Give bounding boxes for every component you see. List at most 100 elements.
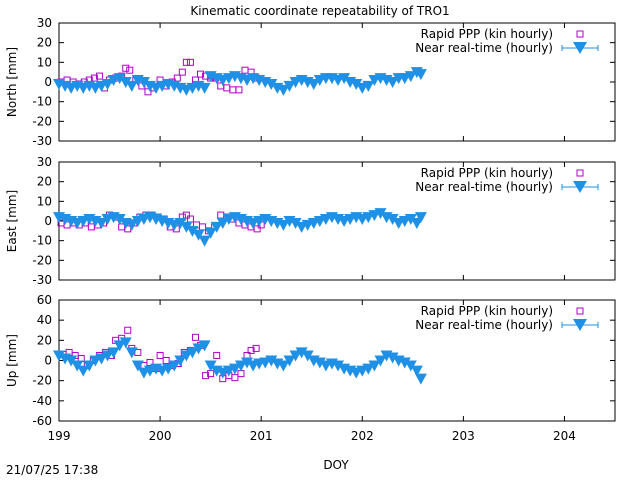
legend-label-nrt: Near real-time (hourly)	[415, 180, 553, 194]
nrt-point	[119, 337, 132, 349]
y-tick-label: 10	[37, 194, 52, 208]
nrt-point	[386, 214, 399, 226]
nrt-point	[289, 217, 302, 229]
nrt-point	[107, 347, 120, 359]
x-tick-label: 203	[452, 429, 475, 443]
rapid-point	[213, 351, 221, 359]
nrt-point	[198, 340, 211, 352]
nrt-point	[338, 73, 351, 85]
y-tick-label: -20	[32, 253, 52, 267]
y-tick-label: 60	[37, 293, 52, 307]
nrt-point	[65, 355, 78, 367]
nrt-point	[283, 355, 296, 367]
rapid-point	[235, 86, 243, 94]
nrt-point	[350, 78, 363, 90]
rapid-point	[156, 351, 164, 359]
panel-1: 30 20 10 0 -10 -20 -30 North [mm] Rapid PPP (kin…	[5, 16, 616, 148]
rapid-point	[182, 211, 190, 219]
nrt-point	[131, 360, 144, 372]
nrt-point	[374, 355, 387, 367]
nrt-point	[125, 80, 138, 92]
nrt-point	[53, 350, 65, 362]
nrt-point	[119, 77, 132, 88]
y-tick-label: -30	[32, 273, 52, 287]
nrt-point	[216, 217, 229, 229]
rapid-point	[178, 68, 186, 76]
y-tick-label: -60	[32, 414, 52, 428]
nrt-point	[241, 357, 254, 369]
nrt-point	[210, 221, 223, 233]
panel-2: 30 20 10 0 -10 -20 -30 East [mm] Rapid PPP (kin …	[5, 155, 616, 287]
nrt-point	[277, 219, 290, 231]
nrt-point	[186, 225, 199, 237]
y-tick-label: -10	[32, 234, 52, 248]
y-tick-label: 10	[37, 55, 52, 69]
nrt-point	[265, 355, 278, 367]
y-tick-label: -40	[32, 394, 52, 408]
nrt-point	[332, 360, 345, 372]
nrt-point	[198, 82, 211, 94]
y-tick-label: 0	[44, 75, 52, 89]
nrt-point	[186, 347, 199, 359]
nrt-point	[283, 80, 296, 92]
y-tick-label: 30	[37, 155, 52, 169]
nrt-point	[77, 365, 90, 377]
nrt-point	[192, 229, 205, 241]
legend-label-rapid: Rapid PPP (kin hourly)	[421, 304, 553, 318]
nrt-point	[113, 340, 126, 352]
rapid-point	[146, 359, 154, 367]
nrt-point	[414, 212, 427, 224]
nrt-point	[125, 347, 138, 359]
x-tick-label: 202	[351, 429, 374, 443]
nrt-point	[362, 363, 375, 375]
x-tick-label: 200	[149, 429, 172, 443]
rapid-point	[229, 86, 237, 94]
nrt-point	[404, 360, 417, 372]
nrt-point	[125, 219, 138, 231]
nrt-point	[386, 77, 399, 88]
nrt-point	[95, 217, 108, 229]
rapid-point	[252, 344, 260, 352]
nrt-point	[162, 363, 175, 375]
legend-marker-nrt	[573, 42, 587, 54]
rapid-point	[247, 346, 255, 354]
legend-label-nrt: Near real-time (hourly)	[415, 41, 553, 55]
rapid-point	[197, 70, 205, 78]
y-tick-label: 0	[44, 354, 52, 368]
nrt-point	[277, 84, 290, 96]
legend-marker-nrt	[573, 181, 587, 193]
nrt-point	[192, 343, 205, 355]
nrt-point	[307, 78, 320, 90]
nrt-point	[265, 78, 278, 90]
nrt-point	[277, 360, 290, 372]
legend-marker-rapid	[576, 30, 584, 38]
chart-title: Kinematic coordinate repeatability of TR…	[190, 4, 450, 18]
nrt-point	[101, 78, 114, 90]
rapid-point	[186, 58, 194, 66]
y-tick-label: -10	[32, 95, 52, 109]
timestamp: 21/07/25 17:38	[6, 463, 99, 477]
rapid-point	[241, 66, 249, 74]
x-axis-label: DOY	[323, 458, 349, 472]
y-axis-label: Up [mm]	[5, 334, 19, 387]
legend-label-nrt: Near real-time (hourly)	[415, 318, 553, 332]
x-tick-label: 199	[48, 429, 71, 443]
nrt-point	[174, 355, 187, 367]
nrt-point	[414, 373, 427, 385]
x-tick-label: 201	[250, 429, 273, 443]
legend-label-rapid: Rapid PPP (kin hourly)	[421, 166, 553, 180]
nrt-point	[204, 227, 217, 239]
rapid-point	[231, 374, 239, 382]
legend-marker-rapid	[576, 307, 584, 315]
nrt-point	[137, 77, 150, 88]
nrt-point	[289, 350, 302, 362]
y-tick-label: -30	[32, 134, 52, 148]
rapid-point	[186, 215, 194, 223]
rapid-point	[199, 223, 207, 231]
legend-label-rapid: Rapid PPP (kin hourly)	[421, 27, 553, 41]
rapid-point	[95, 72, 103, 80]
nrt-point	[301, 350, 314, 362]
nrt-point	[295, 347, 308, 359]
rapid-point	[253, 225, 261, 233]
